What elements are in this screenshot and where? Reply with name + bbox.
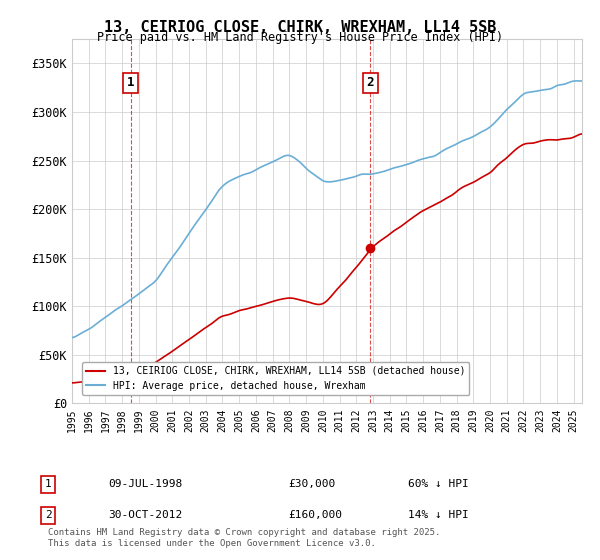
Text: 60% ↓ HPI: 60% ↓ HPI [408,479,469,489]
Text: 2: 2 [44,510,52,520]
Text: 1: 1 [44,479,52,489]
Text: 13, CEIRIOG CLOSE, CHIRK, WREXHAM, LL14 5SB: 13, CEIRIOG CLOSE, CHIRK, WREXHAM, LL14 … [104,20,496,35]
Text: £160,000: £160,000 [288,510,342,520]
Text: 30-OCT-2012: 30-OCT-2012 [108,510,182,520]
Text: 1: 1 [127,76,134,90]
Text: Contains HM Land Registry data © Crown copyright and database right 2025.
This d: Contains HM Land Registry data © Crown c… [48,528,440,548]
Text: £30,000: £30,000 [288,479,335,489]
Text: 2: 2 [367,76,374,90]
Text: 14% ↓ HPI: 14% ↓ HPI [408,510,469,520]
Legend: 13, CEIRIOG CLOSE, CHIRK, WREXHAM, LL14 5SB (detached house), HPI: Average price: 13, CEIRIOG CLOSE, CHIRK, WREXHAM, LL14 … [82,362,469,395]
Text: Price paid vs. HM Land Registry's House Price Index (HPI): Price paid vs. HM Land Registry's House … [97,31,503,44]
Text: 09-JUL-1998: 09-JUL-1998 [108,479,182,489]
